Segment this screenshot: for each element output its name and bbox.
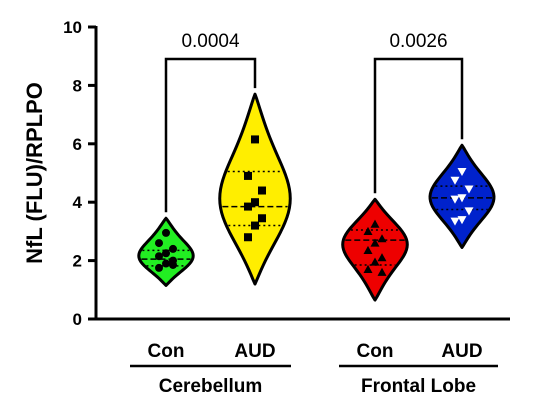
x-category-label: Con (148, 341, 185, 362)
data-point (244, 171, 252, 180)
data-point (377, 234, 387, 243)
data-point (155, 263, 163, 272)
data-point (258, 214, 266, 223)
significance-bracket (373, 57, 464, 194)
data-point (155, 252, 163, 261)
p-value-label: 0.0004 (181, 31, 240, 52)
data-point (464, 185, 474, 194)
significance-bracket (164, 57, 257, 213)
data-point (377, 253, 387, 262)
data-point (251, 135, 259, 144)
data-point (370, 257, 380, 266)
y-tick-label: 8 (73, 76, 82, 95)
data-point (251, 221, 259, 230)
x-category-label: AUD (234, 341, 275, 362)
data-point (450, 195, 460, 204)
y-tick-label: 6 (73, 135, 82, 154)
data-point (162, 249, 170, 258)
y-tick-label: 2 (73, 252, 82, 271)
data-point (457, 216, 467, 225)
data-point (457, 194, 467, 203)
data-point (162, 259, 170, 268)
y-tick-label: 0 (73, 310, 82, 329)
data-point (155, 239, 163, 248)
p-value-label: 0.0026 (389, 31, 447, 52)
data-point (251, 198, 259, 207)
data-point (162, 228, 170, 237)
data-point (457, 167, 467, 177)
data-point (363, 264, 373, 273)
x-category-label: AUD (441, 341, 482, 362)
x-category-label: Con (357, 341, 394, 362)
data-point (464, 207, 474, 216)
data-point (370, 238, 380, 247)
data-point (363, 245, 373, 254)
violin-aud-cerebellum (218, 92, 292, 286)
y-axis-title: NfL (FLU)/RPLPO (22, 82, 47, 264)
data-point (450, 176, 460, 185)
plot-area: 0 2 4 6 8 10 Con AUD Cerebellum 0.0004 Con AUD Front… (63, 18, 510, 397)
data-point (370, 219, 380, 228)
region-label: Cerebellum (159, 376, 262, 397)
data-point (244, 202, 252, 211)
violin-con-frontal-lobe (341, 197, 409, 302)
y-tick-label: 4 (73, 193, 83, 212)
y-tick-label: 10 (63, 18, 82, 37)
data-point (450, 217, 460, 226)
data-point (169, 244, 177, 253)
data-point (169, 260, 177, 269)
data-point (244, 233, 252, 242)
data-point (377, 267, 387, 276)
region-label: Frontal Lobe (361, 376, 476, 397)
data-point (258, 186, 266, 195)
data-point (363, 226, 373, 235)
